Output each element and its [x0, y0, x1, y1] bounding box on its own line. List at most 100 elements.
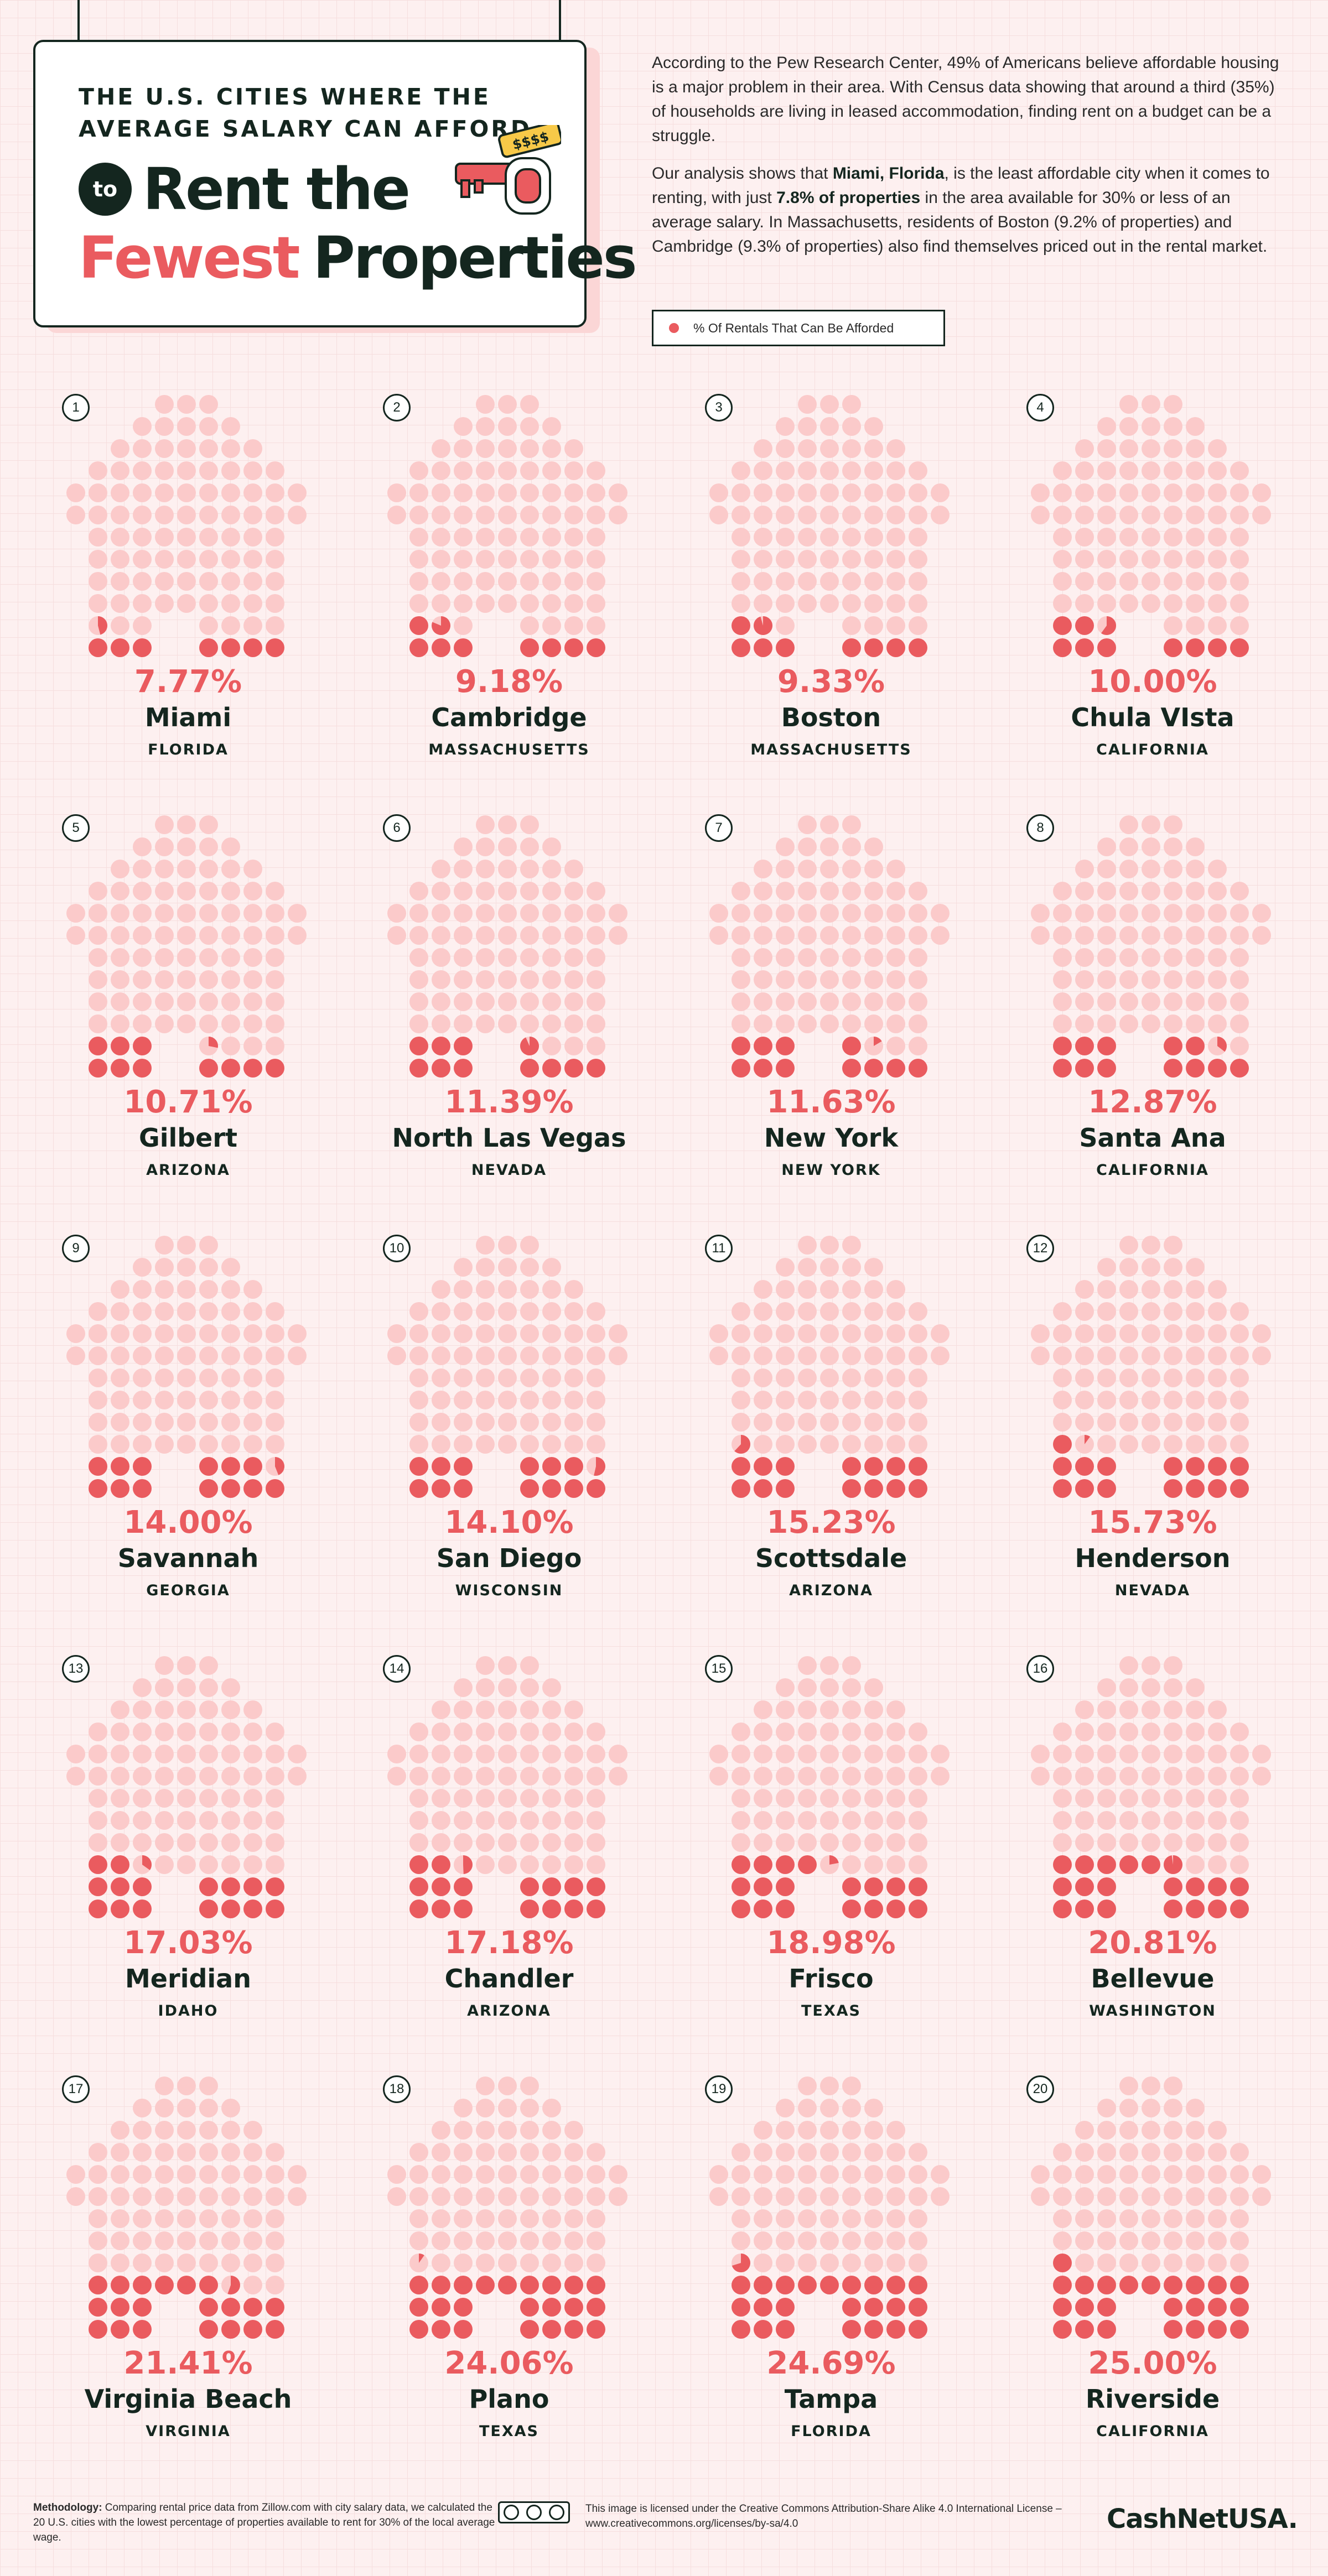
waffle-dot: [1119, 506, 1138, 524]
waffle-dot: [155, 1855, 174, 1874]
waffle-dot: [842, 970, 861, 989]
waffle-dot: [409, 1745, 428, 1763]
waffle-dot-filled: [732, 1479, 750, 1498]
waffle-dot: [1075, 572, 1094, 591]
waffle-dot: [243, 1302, 262, 1321]
waffle-dot: [864, 1368, 883, 1387]
waffle-dot: [842, 1391, 861, 1409]
waffle-dot: [498, 882, 517, 901]
waffle-dot-filled: [1164, 638, 1182, 657]
waffle-dot: [542, 1811, 561, 1830]
waffle-dot-filled: [1075, 638, 1094, 657]
waffle-dot: [1186, 1855, 1205, 1874]
waffle-dot: [798, 2077, 817, 2095]
waffle-dot: [798, 1236, 817, 1255]
waffle-dot: [1097, 1767, 1116, 1786]
waffle-dot: [498, 572, 517, 591]
waffle-dot: [864, 1391, 883, 1409]
waffle-dot: [199, 483, 218, 502]
waffle-dot: [111, 992, 129, 1011]
waffle-dot: [266, 992, 284, 1011]
waffle-dot-filled: [409, 1457, 428, 1476]
waffle-dot-filled: [1097, 2320, 1116, 2339]
waffle-dot-filled: [1186, 1479, 1205, 1498]
hanging-string-left: [77, 0, 80, 48]
waffle-dot: [587, 2187, 605, 2206]
waffle-dot-filled: [1164, 1877, 1182, 1896]
waffle-dot: [864, 1833, 883, 1852]
waffle-dot: [709, 1767, 728, 1786]
waffle-dot: [199, 1280, 218, 1299]
waffle-dot: [1075, 1368, 1094, 1387]
waffle-dot: [221, 1833, 240, 1852]
title-rent-the: Rent the: [143, 155, 411, 223]
waffle-dot: [89, 1391, 107, 1409]
waffle-dot-partial: [1085, 1435, 1091, 1444]
waffle-dot-filled: [432, 2298, 450, 2317]
waffle-dot-partial: [520, 1037, 539, 1055]
waffle-dot: [177, 594, 196, 613]
waffle-dot: [199, 1324, 218, 1343]
waffle-dot-filled: [454, 1479, 473, 1498]
waffle-dot-filled: [111, 1479, 129, 1498]
waffle-dot: [89, 1767, 107, 1786]
waffle-dot: [520, 1855, 539, 1874]
percent-label: 24.06%: [444, 2345, 574, 2381]
rank-badge: 1: [62, 394, 90, 421]
waffle-dot: [243, 1346, 262, 1365]
waffle-dot: [498, 1811, 517, 1830]
state-name: FLORIDA: [148, 741, 229, 758]
rank-badge: 11: [705, 1235, 733, 1262]
waffle-dot: [111, 860, 129, 878]
waffle-dot: [798, 572, 817, 591]
waffle-dot-filled: [886, 1877, 905, 1896]
house-waffle: [66, 1656, 307, 1918]
waffle-dot: [520, 2099, 539, 2117]
waffle-dot: [842, 1014, 861, 1033]
waffle-dot: [155, 1014, 174, 1033]
waffle-dot: [542, 550, 561, 569]
waffle-dot: [133, 1014, 152, 1033]
waffle-dot-filled: [842, 1059, 861, 1078]
waffle-dot: [1075, 2209, 1094, 2228]
waffle-dot: [842, 948, 861, 967]
waffle-dot-filled: [886, 638, 905, 657]
state-name: NEW YORK: [781, 1162, 881, 1179]
waffle-dot: [587, 1767, 605, 1786]
waffle-dot: [498, 1324, 517, 1343]
waffle-dot: [1142, 1346, 1160, 1365]
waffle-dot: [476, 860, 495, 878]
waffle-dot: [133, 439, 152, 458]
waffle-dot: [1075, 439, 1094, 458]
waffle-dot-filled: [1230, 1900, 1249, 1918]
waffle-dot: [542, 1014, 561, 1033]
waffle-dot: [909, 1745, 927, 1763]
waffle-dot: [798, 1789, 817, 1808]
waffle-dot: [199, 616, 218, 635]
waffle-dot: [498, 483, 517, 502]
waffle-dot: [542, 948, 561, 967]
percent-label: 10.00%: [1088, 664, 1217, 700]
waffle-dot: [754, 2121, 772, 2140]
waffle-dot: [520, 1767, 539, 1786]
waffle-dot: [1164, 2143, 1182, 2162]
waffle-dot: [111, 461, 129, 480]
waffle-dot: [454, 2121, 473, 2140]
waffle-dot: [454, 1767, 473, 1786]
waffle-dot: [1230, 1789, 1249, 1808]
waffle-dot: [842, 616, 861, 635]
waffle-dot: [454, 1346, 473, 1365]
waffle-dot: [587, 2209, 605, 2228]
waffle-dot: [1186, 926, 1205, 945]
waffle-dot: [221, 616, 240, 635]
waffle-dot: [432, 1324, 450, 1343]
waffle-dot: [542, 1258, 561, 1277]
waffle-dot: [1053, 1767, 1072, 1786]
waffle-dot: [564, 1700, 583, 1719]
waffle-dot: [1142, 1678, 1160, 1697]
waffle-dot: [177, 882, 196, 901]
city-panel: 14 17.18% Chandler ARIZONA: [354, 1648, 664, 2047]
house-waffle: [387, 1236, 627, 1498]
waffle-dot: [1119, 528, 1138, 547]
house-waffle: [66, 815, 307, 1078]
